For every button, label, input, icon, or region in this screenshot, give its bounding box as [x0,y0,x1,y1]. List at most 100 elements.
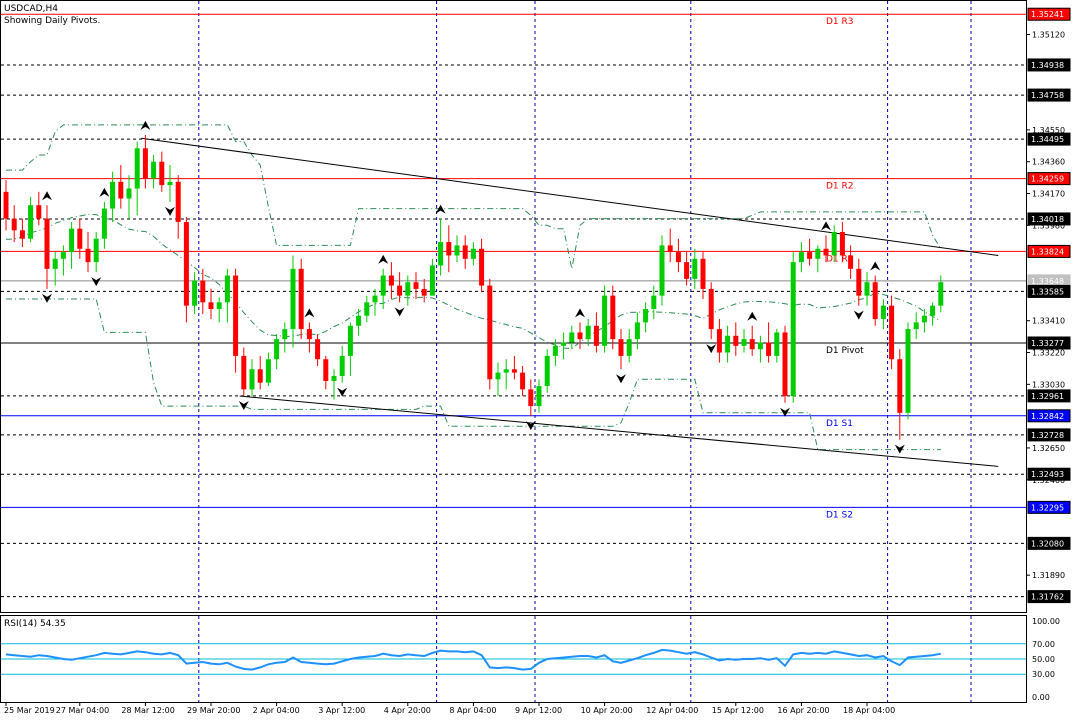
candle[interactable] [265,352,271,387]
candle[interactable] [905,322,911,420]
candle[interactable] [134,141,140,216]
candle[interactable] [315,334,321,366]
candle[interactable] [930,302,936,326]
candle[interactable] [257,355,263,390]
candle[interactable] [126,175,132,219]
candle[interactable] [429,258,435,296]
candle[interactable] [323,355,329,390]
candle[interactable] [233,268,239,373]
candle[interactable] [544,349,550,393]
candle[interactable] [831,225,837,263]
candle[interactable] [28,196,34,243]
candle[interactable] [421,278,427,303]
candle[interactable] [446,225,452,273]
candle[interactable] [848,245,854,279]
candle[interactable] [725,325,731,363]
candle[interactable] [856,258,862,306]
candle[interactable] [77,218,83,259]
candle[interactable] [438,218,444,276]
candle[interactable] [118,165,124,209]
candle[interactable] [700,252,706,299]
candle[interactable] [921,309,927,333]
candle[interactable] [93,232,99,273]
candle[interactable] [290,255,296,348]
candle[interactable] [692,248,698,289]
candle[interactable] [224,268,230,323]
candle[interactable] [577,322,583,350]
candle[interactable] [19,218,25,248]
candle[interactable] [495,362,501,397]
candle[interactable] [602,285,608,353]
candle[interactable] [3,180,9,231]
candle[interactable] [634,312,640,350]
candle[interactable] [372,288,378,316]
candle[interactable] [36,191,42,226]
candle[interactable] [782,325,788,403]
candle[interactable] [159,151,165,192]
candle[interactable] [675,238,681,273]
candle[interactable] [511,355,517,380]
candle[interactable] [938,275,944,313]
candle[interactable] [749,325,755,356]
candle[interactable] [503,359,509,390]
candle[interactable] [716,319,722,363]
candle[interactable] [626,329,632,363]
candle[interactable] [101,201,107,249]
candle[interactable] [249,359,255,397]
candle[interactable] [142,134,148,189]
candle[interactable] [462,235,468,269]
candle[interactable] [684,252,690,286]
candle[interactable] [520,365,526,397]
candle[interactable] [815,245,821,273]
candle[interactable] [110,171,116,222]
candle[interactable] [85,232,91,273]
candle[interactable] [405,275,411,306]
candle[interactable] [618,329,624,370]
candle[interactable] [413,272,419,299]
candle[interactable] [667,228,673,263]
candle[interactable] [208,288,214,320]
candle[interactable] [454,235,460,263]
candle[interactable] [274,334,280,370]
candle[interactable] [897,349,903,440]
candle[interactable] [593,312,599,353]
candle[interactable] [880,298,886,330]
candle[interactable] [388,262,394,299]
candle[interactable] [487,278,493,390]
candle[interactable] [241,347,247,397]
candle[interactable] [175,175,181,239]
candle[interactable] [528,379,534,417]
candle[interactable] [536,379,542,413]
candle[interactable] [839,221,845,263]
candle[interactable] [798,242,804,273]
candle[interactable] [167,165,173,202]
candle[interactable] [479,238,485,293]
candle[interactable] [790,252,796,403]
candle[interactable] [864,272,870,306]
candle[interactable] [397,272,403,303]
candle[interactable] [347,322,353,376]
candle[interactable] [872,275,878,326]
candle[interactable] [52,252,58,286]
candle[interactable] [364,295,370,323]
candle[interactable] [192,272,198,315]
candle[interactable] [200,268,206,315]
candle[interactable] [561,332,567,360]
candle[interactable] [60,245,66,276]
candle[interactable] [11,205,17,243]
candlestick-layer[interactable] [3,134,944,440]
candle[interactable] [708,282,714,340]
candle[interactable] [331,369,337,400]
candle[interactable] [356,309,362,336]
candle[interactable] [889,295,895,370]
candle[interactable] [151,155,157,189]
candle[interactable] [585,319,591,346]
candle[interactable] [651,285,657,320]
candle[interactable] [216,297,222,323]
candle[interactable] [643,302,649,333]
candle[interactable] [913,312,919,340]
candle[interactable] [823,235,829,263]
candle[interactable] [380,268,386,310]
